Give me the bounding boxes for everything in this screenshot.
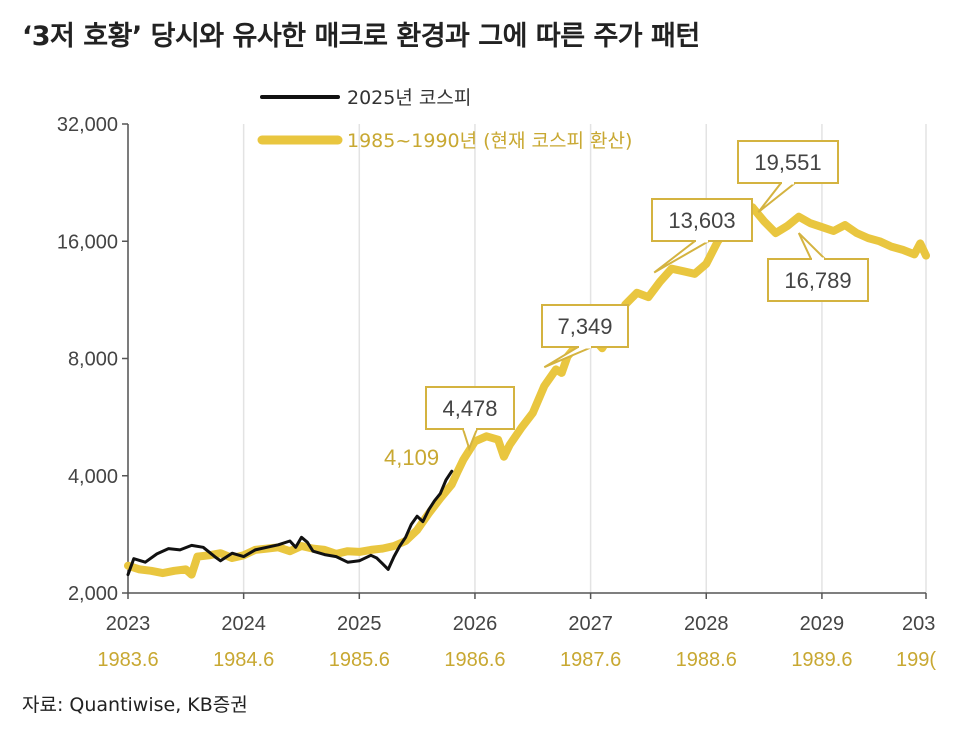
legend: 2025년 코스피 1985~1990년 (현재 코스피 환산) [257, 87, 632, 152]
grid-lines [127, 124, 927, 593]
x-tick-label-alt-1: 1984.6 [213, 649, 274, 671]
callout-label-0: 19,551 [754, 150, 821, 175]
x-tick-label-alt-7: 199( [896, 649, 936, 671]
callout-label-2: 16,789 [784, 268, 851, 293]
y-tick-label-1: 4,000 [68, 466, 118, 488]
callout-joint-1 [696, 239, 708, 243]
x-tick-label-3: 2026 [453, 613, 498, 635]
callout-pointer-0 [757, 182, 798, 213]
line-chart: 2,000 4,000 8,000 16,000 32,000 2023 1983.6 202… [57, 87, 937, 671]
x-tick-label-6: 2029 [800, 613, 845, 635]
x-tick-label-alt-2: 1985.6 [329, 649, 390, 671]
x-tick-label-2: 2025 [337, 613, 382, 635]
x-tick-label-4: 2027 [568, 613, 613, 635]
callout-label-3: 7,349 [557, 314, 612, 339]
x-tick-label-alt-0: 1983.6 [97, 649, 158, 671]
legend-label-0: 2025년 코스피 [347, 87, 471, 109]
series-layer [124, 203, 930, 579]
y-tick-label-2: 8,000 [68, 349, 118, 371]
callout-label-4: 4,478 [442, 396, 497, 421]
callout-pointer-2 [797, 232, 828, 260]
callout-joint-0 [782, 181, 794, 185]
x-tick-label-7: 203 [902, 613, 935, 635]
x-tick-label-alt-3: 1986.6 [444, 649, 505, 671]
x-tick-label-5: 2028 [684, 613, 729, 635]
callout-joint-3 [579, 345, 591, 349]
callout-box-0 [737, 140, 839, 184]
x-tick-label-0: 2023 [106, 613, 151, 635]
y-tick-label-4: 32,000 [57, 114, 118, 136]
callout-label-1: 13,603 [668, 208, 735, 233]
series-line-0 [126, 469, 454, 577]
x-tick-label-1: 2024 [221, 613, 266, 635]
axes: 2,000 4,000 8,000 16,000 32,000 2023 1983.6 202… [57, 114, 937, 671]
value-label-5: 4,109 [384, 445, 439, 470]
source-note: 자료: Quantiwise, KB증권 [22, 694, 248, 716]
chart-title: ‘3저 호황’ 당시와 유사한 매크로 환경과 그에 따른 주가 패턴 [22, 21, 700, 52]
y-tick-label-3: 16,000 [57, 231, 118, 253]
callout-box-1 [651, 198, 753, 242]
callout-joint-4 [464, 427, 476, 431]
callout-joint-2 [812, 257, 824, 261]
x-tick-label-alt-5: 1988.6 [676, 649, 737, 671]
x-tick-label-alt-4: 1987.6 [560, 649, 621, 671]
legend-label-1: 1985~1990년 (현재 코스피 환산) [347, 130, 632, 152]
x-tick-label-alt-6: 1989.6 [791, 649, 852, 671]
y-tick-label-0: 2,000 [68, 583, 118, 605]
